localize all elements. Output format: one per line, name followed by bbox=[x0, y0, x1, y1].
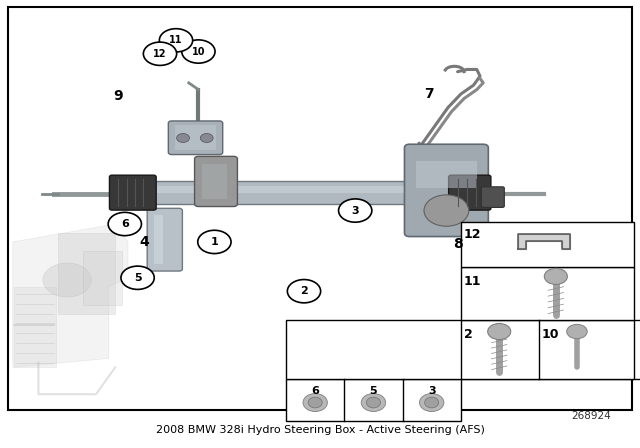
Text: 5: 5 bbox=[370, 386, 377, 396]
FancyBboxPatch shape bbox=[481, 187, 504, 207]
Text: 8: 8 bbox=[452, 237, 463, 251]
Circle shape bbox=[198, 230, 231, 254]
Circle shape bbox=[143, 42, 177, 65]
Text: 2: 2 bbox=[464, 328, 473, 341]
Bar bbox=[118, 186, 448, 193]
Circle shape bbox=[545, 268, 568, 284]
Text: 3: 3 bbox=[428, 386, 435, 396]
Polygon shape bbox=[118, 181, 448, 204]
Ellipse shape bbox=[420, 393, 444, 411]
Ellipse shape bbox=[308, 397, 323, 408]
Circle shape bbox=[182, 40, 215, 63]
FancyBboxPatch shape bbox=[147, 208, 182, 271]
Circle shape bbox=[108, 212, 141, 236]
Text: 6: 6 bbox=[121, 219, 129, 229]
Text: 268924: 268924 bbox=[572, 411, 611, 421]
Circle shape bbox=[121, 266, 154, 289]
Text: 11: 11 bbox=[464, 275, 481, 288]
Ellipse shape bbox=[361, 393, 385, 411]
Circle shape bbox=[177, 134, 189, 142]
Bar bbox=[286, 379, 461, 421]
Text: 2008 BMW 328i Hydro Steering Box - Active Steering (AFS): 2008 BMW 328i Hydro Steering Box - Activ… bbox=[156, 425, 484, 435]
Polygon shape bbox=[518, 234, 570, 249]
Circle shape bbox=[159, 29, 193, 52]
Bar bbox=[14, 287, 56, 367]
Bar bbox=[83, 251, 122, 305]
Text: 5: 5 bbox=[134, 273, 141, 283]
Circle shape bbox=[424, 195, 468, 226]
Circle shape bbox=[567, 324, 588, 339]
Text: 1: 1 bbox=[211, 237, 218, 247]
Ellipse shape bbox=[303, 393, 328, 411]
Text: 2: 2 bbox=[300, 286, 308, 296]
Text: 10: 10 bbox=[541, 328, 559, 341]
FancyBboxPatch shape bbox=[404, 144, 488, 237]
Ellipse shape bbox=[425, 397, 439, 408]
Text: 11: 11 bbox=[169, 35, 183, 45]
Circle shape bbox=[43, 263, 92, 297]
Bar bbox=[416, 161, 477, 188]
Bar bbox=[58, 233, 115, 314]
Text: 12: 12 bbox=[153, 49, 167, 59]
Bar bbox=[175, 125, 216, 150]
Text: 9: 9 bbox=[113, 89, 124, 103]
Bar bbox=[461, 320, 634, 379]
Circle shape bbox=[200, 134, 213, 142]
Circle shape bbox=[339, 199, 372, 222]
Text: 10: 10 bbox=[191, 47, 205, 56]
Text: 12: 12 bbox=[464, 228, 481, 241]
Circle shape bbox=[287, 280, 321, 303]
FancyBboxPatch shape bbox=[109, 175, 156, 210]
Text: 3: 3 bbox=[351, 206, 359, 215]
Bar bbox=[461, 267, 634, 320]
Text: 7: 7 bbox=[424, 87, 434, 101]
FancyBboxPatch shape bbox=[168, 121, 223, 155]
Circle shape bbox=[488, 323, 511, 340]
Bar bbox=[202, 164, 227, 199]
Ellipse shape bbox=[366, 397, 380, 408]
Bar bbox=[154, 215, 163, 264]
Polygon shape bbox=[13, 224, 128, 367]
Bar bbox=[461, 222, 634, 267]
Text: 4: 4 bbox=[139, 235, 149, 249]
FancyBboxPatch shape bbox=[195, 156, 237, 207]
FancyBboxPatch shape bbox=[449, 175, 491, 210]
Bar bbox=[286, 320, 640, 379]
Text: 6: 6 bbox=[311, 386, 319, 396]
